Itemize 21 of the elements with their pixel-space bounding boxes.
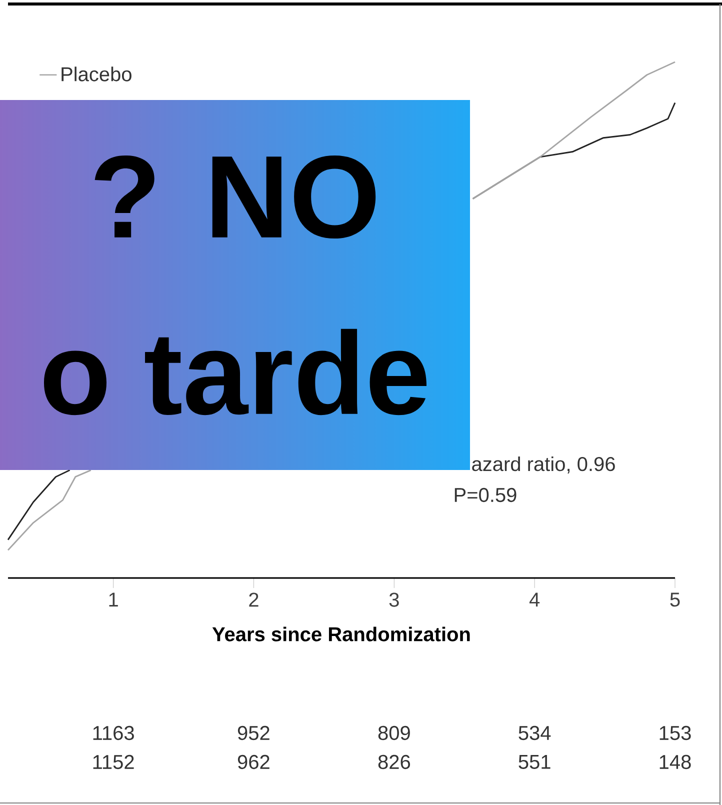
legend-label: Placebo <box>62 66 132 82</box>
text: 962 <box>238 754 270 770</box>
text: 1152 <box>93 754 134 770</box>
text: 826 <box>378 754 410 770</box>
annotation: P=0.59 <box>454 488 516 502</box>
annotation: o tarde <box>44 328 426 416</box>
x-tick-label: 1 <box>109 592 118 606</box>
text: 952 <box>238 726 270 740</box>
x-tick-label: 3 <box>389 592 399 607</box>
annotation: azard ratio, 0.96 <box>472 456 615 474</box>
text: 1163 <box>93 726 134 740</box>
text: 551 <box>518 755 550 769</box>
x-tick-label: 4 <box>529 592 540 606</box>
text: 809 <box>378 726 410 740</box>
x-tick-label: 2 <box>249 592 258 607</box>
x-tick-label: 5 <box>670 592 680 607</box>
text: 534 <box>518 726 551 740</box>
annotation: ? NO <box>94 155 376 239</box>
text: 148 <box>660 754 691 770</box>
text: 153 <box>660 726 691 740</box>
x-axis-title: Years since Randomization <box>212 626 470 642</box>
